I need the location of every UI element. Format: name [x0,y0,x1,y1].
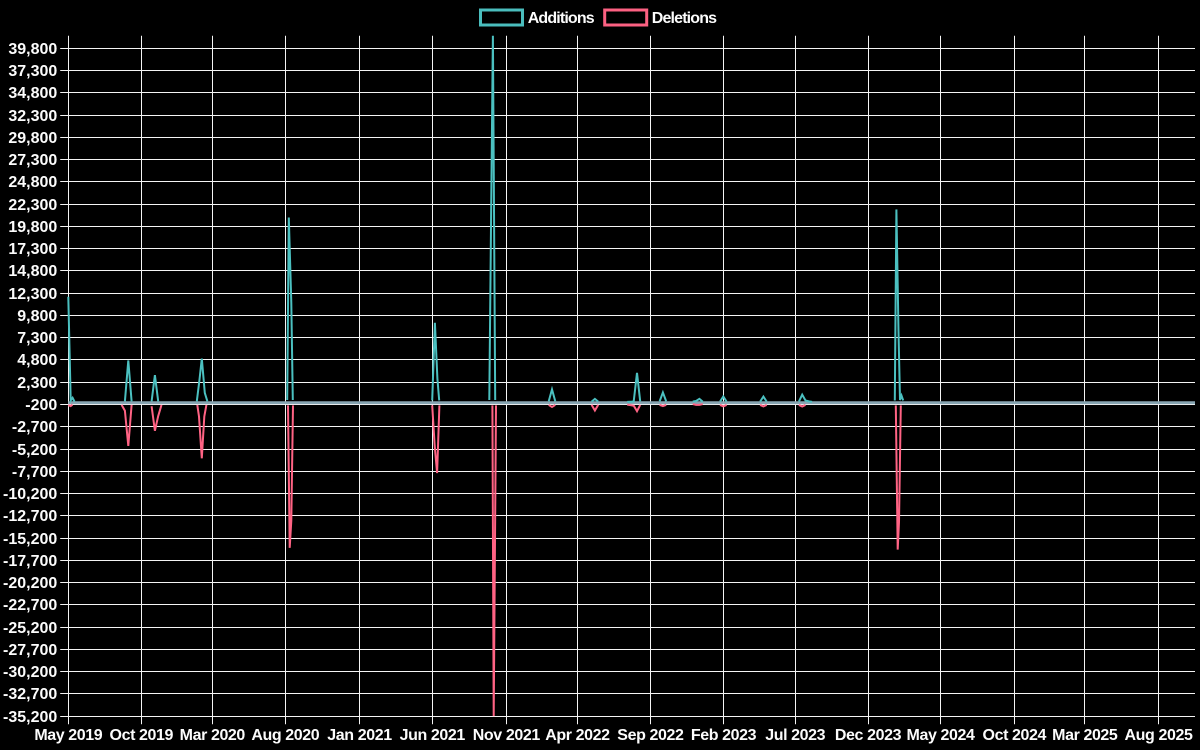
svg-text:-12,700: -12,700 [3,508,57,525]
svg-text:14,800: 14,800 [8,263,57,280]
svg-text:-5,200: -5,200 [12,442,57,459]
svg-text:Mar 2025: Mar 2025 [1052,727,1118,744]
svg-text:Sep 2022: Sep 2022 [617,727,684,744]
svg-text:4,800: 4,800 [17,352,57,369]
svg-text:Oct 2019: Oct 2019 [110,727,174,744]
svg-text:17,300: 17,300 [8,241,57,258]
svg-text:-15,200: -15,200 [3,531,57,548]
svg-text:12,300: 12,300 [8,286,57,303]
svg-text:Jan 2021: Jan 2021 [327,727,392,744]
svg-text:-30,200: -30,200 [3,664,57,681]
svg-text:-25,200: -25,200 [3,620,57,637]
svg-text:Deletions: Deletions [652,10,717,27]
svg-text:Jul 2023: Jul 2023 [765,727,825,744]
svg-text:22,300: 22,300 [8,197,57,214]
svg-text:29,800: 29,800 [8,130,57,147]
svg-text:34,800: 34,800 [8,85,57,102]
svg-text:Aug 2025: Aug 2025 [1125,727,1193,744]
svg-text:May 2019: May 2019 [34,727,102,744]
svg-text:Mar 2020: Mar 2020 [180,727,246,744]
svg-text:7,300: 7,300 [17,330,57,347]
svg-text:27,300: 27,300 [8,152,57,169]
svg-text:-10,200: -10,200 [3,486,57,503]
svg-text:-17,700: -17,700 [3,553,57,570]
svg-text:May 2024: May 2024 [907,727,975,744]
svg-text:Apr 2022: Apr 2022 [545,727,610,744]
svg-text:19,800: 19,800 [8,219,57,236]
svg-text:32,300: 32,300 [8,108,57,125]
svg-text:Dec 2023: Dec 2023 [835,727,902,744]
svg-text:-7,700: -7,700 [12,464,57,481]
svg-text:Aug 2020: Aug 2020 [251,727,319,744]
svg-text:Oct 2024: Oct 2024 [983,727,1047,744]
svg-text:37,300: 37,300 [8,63,57,80]
svg-text:2,300: 2,300 [17,375,57,392]
svg-text:-35,200: -35,200 [3,709,57,726]
svg-text:-32,700: -32,700 [3,686,57,703]
svg-text:-20,200: -20,200 [3,575,57,592]
svg-text:Additions: Additions [528,10,595,27]
svg-text:Nov 2021: Nov 2021 [473,727,541,744]
svg-text:9,800: 9,800 [17,308,57,325]
svg-text:-200: -200 [25,397,57,414]
svg-text:-27,700: -27,700 [3,642,57,659]
svg-text:-22,700: -22,700 [3,597,57,614]
svg-text:-2,700: -2,700 [12,419,57,436]
svg-text:Jun 2021: Jun 2021 [400,727,466,744]
svg-text:Feb 2023: Feb 2023 [691,727,757,744]
svg-text:24,800: 24,800 [8,174,57,191]
svg-text:39,800: 39,800 [8,41,57,58]
